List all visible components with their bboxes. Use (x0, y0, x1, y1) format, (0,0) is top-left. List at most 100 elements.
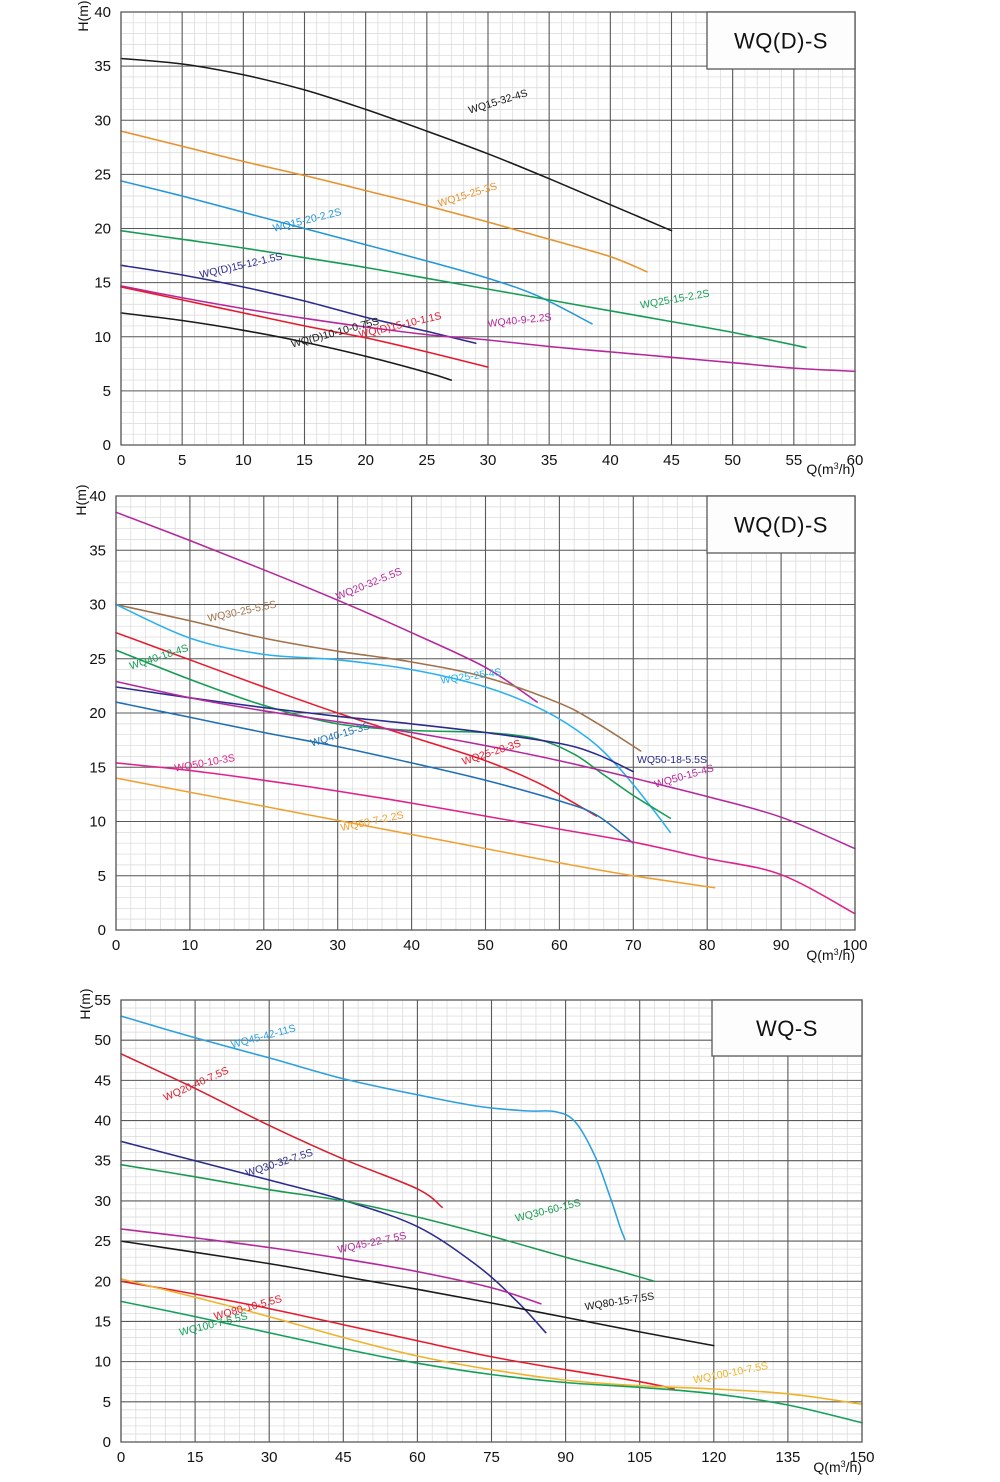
curve-label: WQ15-25-3S (436, 180, 498, 209)
curve-series-group (120, 1015, 863, 1424)
curve-label: WQ30-25-5.5S (206, 599, 277, 625)
curve-wq25-25-4s (115, 603, 672, 834)
curve-wq25-20-3s (115, 631, 598, 817)
x-tick-label: 45 (663, 452, 680, 469)
chart-title-box (706, 11, 856, 70)
y-tick-label: 5 (98, 868, 106, 885)
curve-labels: WQ20-32-5.5SWQ30-25-5.5SWQ25-25-4SWQ40-1… (128, 566, 715, 835)
y-tick-label: 0 (103, 1434, 111, 1451)
axis-tick-labels: 0 10 20 30 40 50 60 70 80 90 100 0 5 10 15 20 25 30 35 40 (89, 488, 867, 954)
x-tick-label: 10 (235, 452, 252, 469)
x-tick-label: 0 (112, 937, 120, 954)
x-tick-label: 50 (724, 452, 741, 469)
curve-label: WQ50-7-2.2S (340, 809, 405, 834)
y-tick-label: 15 (89, 759, 106, 776)
curve-wq100-7-5-5s (120, 1300, 863, 1424)
plot-frame (120, 11, 856, 446)
curve-series-group (115, 511, 856, 915)
chart-panel-wqd-s-low: WQ15-32-4S WQ15-25-3S WQ15-20-2.2S WQ25-15-… (0, 0, 1000, 480)
y-tick-label: 10 (94, 329, 111, 346)
curve-label: WQ40-9-2.2S (487, 311, 552, 330)
chart-panel-wq-s: WQ45-42-11S WQ20-40-7.5S WQ30-32-7.5S WQ30-… (0, 968, 1000, 1482)
curve-wq50-15-4s (115, 680, 856, 850)
performance-curve-chart: WQ15-32-4S WQ15-25-3S WQ15-20-2.2S WQ25-15-… (75, 0, 863, 477)
y-tick-label: 20 (89, 705, 106, 722)
y-tick-label: 30 (89, 597, 106, 614)
x-axis-title: Q(m3/h) (813, 1459, 862, 1475)
x-tick-label: 50 (477, 937, 494, 954)
y-tick-label: 50 (94, 1032, 111, 1049)
x-tick-label: 30 (480, 452, 497, 469)
curve-wq80-15-7-5s (120, 1240, 715, 1347)
chart-title: WQ(D)-S (734, 29, 828, 54)
y-tick-label: 35 (94, 1153, 111, 1170)
x-axis-title: Q(m3/h) (806, 947, 855, 963)
curve-label: WQ100-10-7.5S (692, 1360, 769, 1386)
curve-wq50-7-2-2s (115, 777, 716, 889)
curve-wq30-60-15s (120, 1163, 656, 1283)
x-tick-label: 15 (187, 1449, 204, 1466)
x-tick-label: 90 (773, 937, 790, 954)
x-tick-label: 105 (627, 1449, 652, 1466)
y-tick-label: 20 (94, 1273, 111, 1290)
curve-label: WQ(D)15-12-1.5S (198, 250, 283, 281)
curve-wq15-25-3s (120, 130, 648, 273)
curve-wq100-10-7-5s (120, 1278, 863, 1405)
x-tick-label: 25 (418, 452, 435, 469)
x-tick-label: 15 (296, 452, 313, 469)
x-tick-label: 40 (403, 937, 420, 954)
curve-label: WQ50-18-5.5S (637, 754, 707, 766)
plot-frame (115, 495, 856, 931)
curve-label: WQ80-15-7.5S (584, 1290, 655, 1313)
axis-tick-labels: 0 15 30 45 60 75 90 105 120 135 150 0 5 10 15 20 25 30 35 4… (94, 992, 874, 1466)
curve-label: WQ15-20-2.2S (272, 206, 343, 235)
x-tick-label: 135 (775, 1449, 800, 1466)
chart-panel-wqd-s-mid: WQ20-32-5.5S WQ30-25-5.5S WQ25-25-4S WQ40-1… (0, 482, 1000, 966)
y-tick-label: 35 (94, 58, 111, 75)
curve-wq40-15-3s (115, 701, 635, 844)
curve-label: WQ25-15-2.2S (639, 288, 710, 312)
curve-labels: WQ15-32-4S WQ15-25-3S WQ15-20-2.2S WQ25-15-… (198, 87, 710, 350)
x-tick-label: 75 (483, 1449, 500, 1466)
x-tick-label: 20 (357, 452, 374, 469)
x-tick-label: 55 (785, 452, 802, 469)
curve-wq-d-10-10-0-75s (120, 312, 453, 381)
y-tick-label: 25 (89, 651, 106, 668)
curve-wq80-10-5-5s (120, 1280, 676, 1390)
y-tick-label: 30 (94, 112, 111, 129)
x-tick-label: 10 (182, 937, 199, 954)
curve-wq30-32-7-5s (120, 1140, 547, 1334)
curve-wq45-42-11s (120, 1015, 626, 1241)
y-tick-label: 15 (94, 1313, 111, 1330)
x-tick-label: 60 (551, 937, 568, 954)
y-tick-label: 10 (94, 1354, 111, 1371)
x-tick-label: 100 (842, 937, 867, 954)
y-tick-label: 10 (89, 814, 106, 831)
x-tick-label: 30 (329, 937, 346, 954)
chart-title-box (706, 495, 856, 554)
y-tick-label: 0 (103, 437, 111, 454)
curve-label: WQ20-32-5.5S (334, 566, 403, 603)
x-tick-label: 70 (625, 937, 642, 954)
curve-wq20-40-7-5s (120, 1053, 443, 1209)
curve-labels: WQ45-42-11SWQ20-40-7.5SWQ30-32-7.5SWQ30-… (162, 1022, 769, 1386)
x-tick-label: 60 (409, 1449, 426, 1466)
curve-label: WQ20-40-7.5S (162, 1065, 231, 1104)
x-tick-label: 20 (255, 937, 272, 954)
curve-label: WQ50-15-4S (653, 762, 715, 790)
x-tick-label: 30 (261, 1449, 278, 1466)
x-tick-label: 5 (178, 452, 186, 469)
y-tick-label: 40 (94, 1113, 111, 1130)
x-tick-label: 150 (849, 1449, 874, 1466)
y-tick-label: 5 (103, 383, 111, 400)
plot-frame (120, 999, 863, 1443)
curve-series-group (120, 57, 856, 381)
x-tick-label: 80 (699, 937, 716, 954)
curve-wq30-25-5-5s (115, 603, 642, 752)
y-tick-label: 45 (94, 1072, 111, 1089)
y-tick-label: 30 (94, 1193, 111, 1210)
curve-wq40-9-2-2s (120, 285, 856, 373)
curve-label: WQ45-22-7.5S (336, 1230, 407, 1256)
curve-wq50-18-5-5s (115, 686, 635, 773)
performance-curve-chart: WQ45-42-11SWQ20-40-7.5SWQ30-32-7.5SWQ30-… (77, 988, 875, 1475)
